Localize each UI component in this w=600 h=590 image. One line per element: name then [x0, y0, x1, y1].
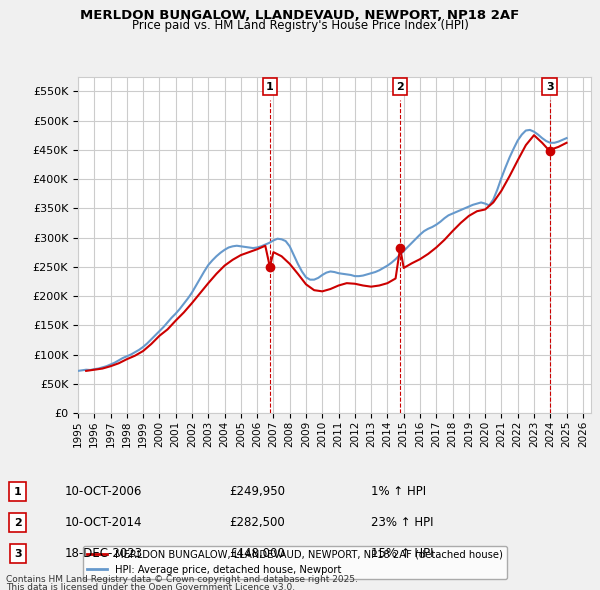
Text: 1: 1 [266, 82, 274, 92]
Text: £282,500: £282,500 [229, 516, 285, 529]
Text: 1% ↑ HPI: 1% ↑ HPI [371, 485, 425, 499]
Text: 3: 3 [14, 549, 22, 559]
Text: 2: 2 [396, 82, 404, 92]
Text: Contains HM Land Registry data © Crown copyright and database right 2025.: Contains HM Land Registry data © Crown c… [6, 575, 358, 584]
Text: 1: 1 [14, 487, 22, 497]
Text: 10-OCT-2006: 10-OCT-2006 [65, 485, 142, 499]
Text: 10-OCT-2014: 10-OCT-2014 [65, 516, 142, 529]
Text: 18-DEC-2023: 18-DEC-2023 [65, 547, 143, 560]
Text: 2: 2 [14, 518, 22, 527]
Legend: MERLDON BUNGALOW, LLANDEVAUD, NEWPORT, NP18 2AF (detached house), HPI: Average p: MERLDON BUNGALOW, LLANDEVAUD, NEWPORT, N… [83, 546, 507, 579]
Text: MERLDON BUNGALOW, LLANDEVAUD, NEWPORT, NP18 2AF: MERLDON BUNGALOW, LLANDEVAUD, NEWPORT, N… [80, 9, 520, 22]
Text: 23% ↑ HPI: 23% ↑ HPI [371, 516, 433, 529]
Text: 3: 3 [546, 82, 553, 92]
Text: £448,000: £448,000 [229, 547, 285, 560]
Text: 15% ↑ HPI: 15% ↑ HPI [371, 547, 433, 560]
Text: Price paid vs. HM Land Registry's House Price Index (HPI): Price paid vs. HM Land Registry's House … [131, 19, 469, 32]
Text: £249,950: £249,950 [229, 485, 286, 499]
Text: This data is licensed under the Open Government Licence v3.0.: This data is licensed under the Open Gov… [6, 583, 295, 590]
